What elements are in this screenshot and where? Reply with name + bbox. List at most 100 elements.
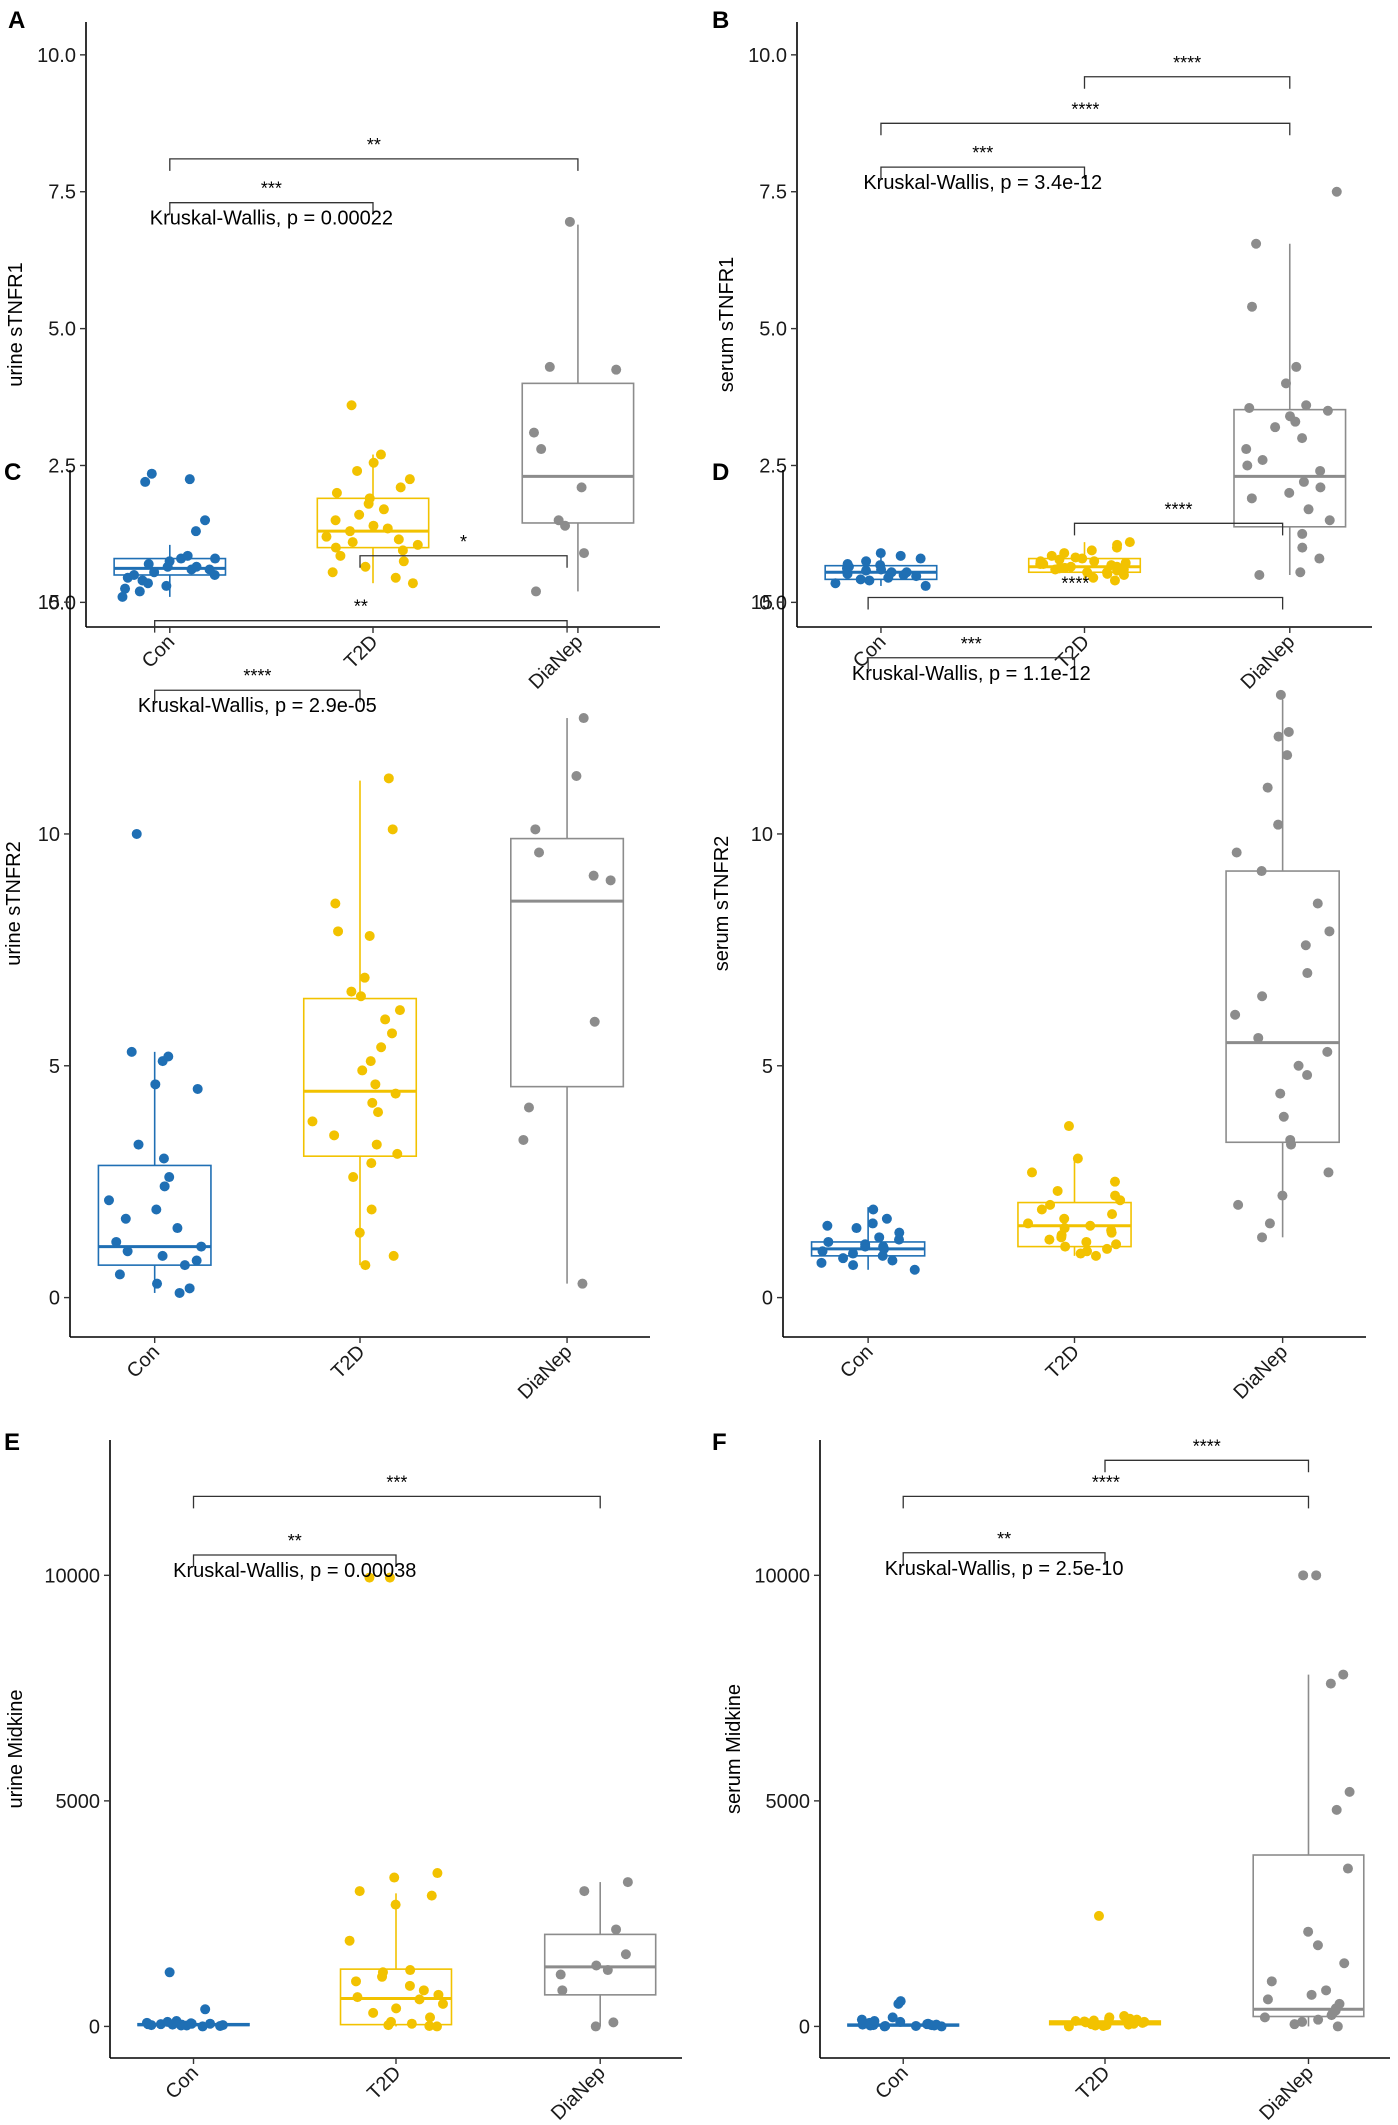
significance-bracket (169, 202, 374, 215)
data-point (196, 1241, 207, 1252)
data-point (1257, 991, 1268, 1002)
data-point (390, 1899, 401, 1910)
x-tick-label-t2d: T2D (363, 2062, 405, 2104)
data-point (433, 1989, 444, 2000)
data-point (1090, 1250, 1101, 1261)
data-point (875, 560, 886, 571)
data-point (860, 1239, 871, 1250)
data-point (1060, 1241, 1071, 1252)
data-point (122, 1246, 133, 1257)
data-point (842, 559, 853, 570)
y-tick-label: 0 (49, 1288, 60, 1310)
data-point (817, 1246, 828, 1257)
data-point (1264, 1218, 1275, 1229)
data-point (1106, 1225, 1117, 1236)
group-t2d (1048, 1910, 1162, 2032)
data-point (344, 526, 355, 537)
data-point (137, 575, 148, 586)
data-point (1026, 1167, 1037, 1178)
data-point (347, 537, 358, 548)
panel-label: B (712, 7, 729, 34)
group-dianep (1233, 186, 1347, 580)
data-point (557, 1985, 568, 1996)
group-con (824, 548, 938, 591)
data-point (1298, 476, 1309, 487)
significance-bracket (1073, 522, 1284, 536)
data-point (133, 1139, 144, 1150)
box (1225, 870, 1340, 1144)
data-point (371, 1139, 382, 1150)
data-point (822, 1220, 833, 1231)
y-axis-label: urine sTNFR1 (5, 262, 27, 386)
significance-bracket (902, 1552, 1106, 1565)
data-point (205, 2018, 216, 2029)
data-point (1109, 575, 1120, 586)
data-point (120, 1213, 131, 1224)
data-point (380, 1014, 391, 1025)
data-point (354, 1886, 365, 1897)
data-point (171, 2016, 182, 2027)
data-point (816, 1257, 827, 1268)
data-point (576, 482, 587, 493)
data-point (414, 1994, 425, 2005)
data-point (1339, 1958, 1350, 1969)
data-point (523, 1102, 534, 1113)
data-point (861, 565, 872, 576)
data-point (327, 567, 338, 578)
data-point (1312, 898, 1323, 909)
data-point (365, 1056, 376, 1067)
panel-label: D (712, 459, 729, 486)
data-point (404, 1980, 415, 1991)
data-point (1082, 1246, 1093, 1257)
data-point (1298, 1570, 1309, 1581)
data-point (608, 2017, 619, 2028)
data-point (1302, 1070, 1313, 1081)
y-tick-label: 10000 (754, 1565, 810, 1587)
data-point (855, 574, 866, 585)
data-point (162, 2016, 173, 2027)
data-point (307, 1116, 318, 1127)
data-point (1315, 482, 1326, 493)
y-tick-label: 7.5 (48, 182, 76, 204)
significance-bracket (1104, 1459, 1310, 1473)
data-point (200, 515, 211, 526)
data-point (1109, 1176, 1120, 1187)
data-point (354, 509, 365, 520)
data-point (1284, 411, 1295, 422)
data-point (923, 2018, 934, 2029)
data-point (378, 504, 389, 515)
data-point (578, 713, 589, 724)
group-con (137, 1967, 250, 2032)
data-point (393, 534, 404, 545)
data-point (1059, 1223, 1070, 1234)
group-t2d (339, 1572, 453, 2032)
data-point (1273, 819, 1284, 830)
data-point (1070, 552, 1081, 563)
data-point (131, 828, 142, 839)
data-point (382, 523, 393, 534)
x-tick-label-con: Con (138, 631, 180, 673)
data-point (622, 1877, 633, 1888)
data-point (149, 567, 160, 578)
data-point (1284, 487, 1295, 498)
data-point (1315, 465, 1326, 476)
kruskal-wallis-label: Kruskal-Wallis, p = 1.1e-12 (852, 663, 1091, 685)
significance-label: **** (1071, 99, 1099, 119)
data-point (579, 1886, 590, 1897)
y-tick-label: 7.5 (759, 182, 787, 204)
data-point (530, 824, 541, 835)
data-point (370, 1079, 381, 1090)
data-point (1254, 569, 1265, 580)
group-t2d (302, 773, 418, 1271)
data-point (366, 1158, 377, 1169)
data-point (1104, 2012, 1115, 2023)
data-point (1120, 557, 1131, 568)
data-point (330, 542, 341, 553)
x-tick-label-dianep: DiaNep (547, 2062, 610, 2125)
data-point (931, 2019, 942, 2030)
data-point (544, 361, 555, 372)
data-point (1297, 542, 1308, 553)
data-point (152, 1278, 163, 1289)
